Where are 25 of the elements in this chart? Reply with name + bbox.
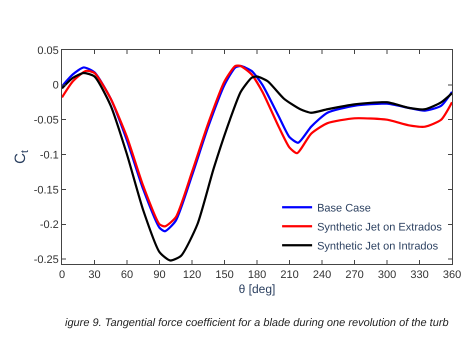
x-tick-label: 180	[248, 269, 266, 282]
x-tick-label: 240	[312, 269, 332, 282]
x-axis-title: θ [deg]	[238, 282, 276, 296]
x-tick-label: 150	[215, 269, 234, 282]
x-tick-label: 120	[182, 269, 202, 282]
y-tick-label: 0.05	[37, 44, 59, 57]
x-tick-label: 330	[410, 269, 429, 282]
x-tick-label: 90	[153, 269, 166, 282]
y-tick-label: -0.05	[34, 114, 59, 127]
legend-label: Base Case	[317, 202, 371, 215]
y-tick-label: -0.25	[34, 254, 59, 266]
x-tick-label: 60	[120, 269, 134, 282]
x-tick-label: 300	[378, 269, 396, 282]
x-tick-label: 270	[345, 269, 364, 282]
text: igure 9. Tangential force coefficient for a blade during one revolution of the turb	[65, 317, 449, 329]
legend-label: Synthetic Jet on Extrados	[317, 222, 442, 234]
y-tick-label: -0.1	[40, 149, 59, 162]
y-tick-label: -0.15	[34, 184, 59, 196]
x-tick-label: 210	[280, 269, 299, 282]
y-tick-label: -0.2	[40, 219, 59, 232]
y-tick-label: 0	[52, 80, 59, 92]
x-tick-label: 360	[442, 269, 462, 282]
x-tick-label: 30	[88, 269, 101, 282]
legend-label: Synthetic Jet on Intrados	[317, 240, 439, 253]
line-series	[62, 72, 452, 262]
